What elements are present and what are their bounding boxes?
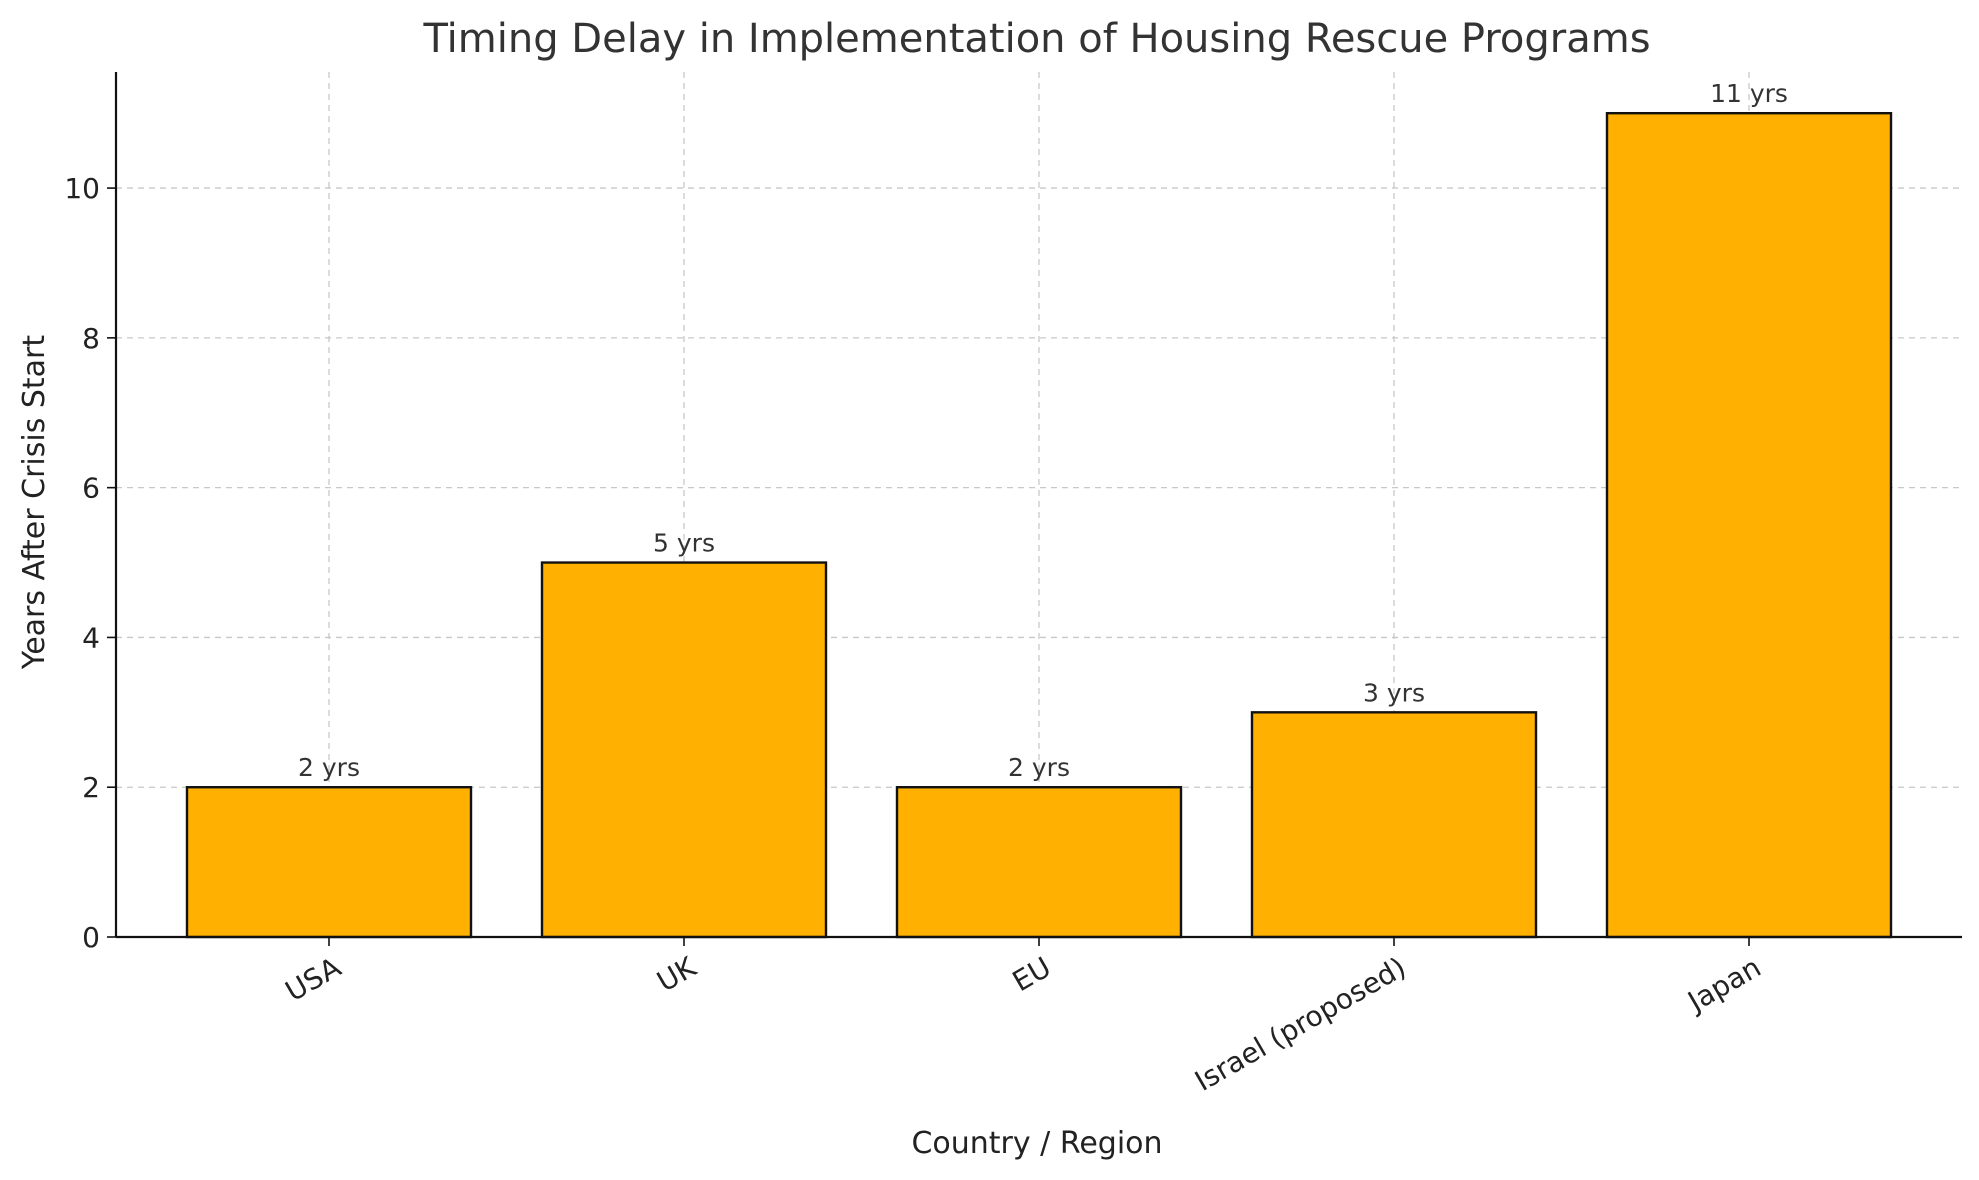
- y-tick-label: 8: [82, 322, 100, 355]
- x-tick-label: EU: [1007, 950, 1057, 998]
- bar-data-label: 11 yrs: [1710, 79, 1788, 108]
- y-tick-label: 10: [64, 172, 100, 205]
- chart-title: Timing Delay in Implementation of Housin…: [422, 16, 1650, 62]
- x-axis-label: Country / Region: [911, 1126, 1162, 1161]
- y-tick-label: 4: [82, 621, 100, 654]
- data-labels: 2 yrs 5 yrs 2 yrs 3 yrs 11 yrs: [298, 79, 1788, 782]
- y-tick-label: 0: [82, 921, 100, 954]
- bars: [185, 111, 1893, 939]
- bar-usa: [185, 786, 473, 939]
- bar-japan: [1605, 111, 1893, 939]
- bar-data-label: 2 yrs: [298, 753, 360, 782]
- y-tick-label: 6: [82, 472, 100, 505]
- bar-uk: [540, 561, 828, 939]
- x-tick-label: USA: [280, 950, 347, 1008]
- bar-data-label: 3 yrs: [1363, 678, 1425, 707]
- bar-eu: [895, 786, 1183, 939]
- bar-data-label: 2 yrs: [1008, 753, 1070, 782]
- x-tick-label: UK: [651, 950, 702, 998]
- bar-israel-proposed: [1250, 711, 1538, 939]
- y-tick-label: 2: [82, 771, 100, 804]
- x-tick-label: Israel (proposed): [1189, 950, 1411, 1097]
- y-axis-label: Years After Crisis Start: [17, 335, 52, 671]
- bar-data-label: 5 yrs: [653, 529, 715, 558]
- ticks: 0 2 4 6 8 10 USA UK EU Israel (proposed) Japan: [64, 172, 1766, 1098]
- x-tick-label: Japan: [1681, 950, 1767, 1019]
